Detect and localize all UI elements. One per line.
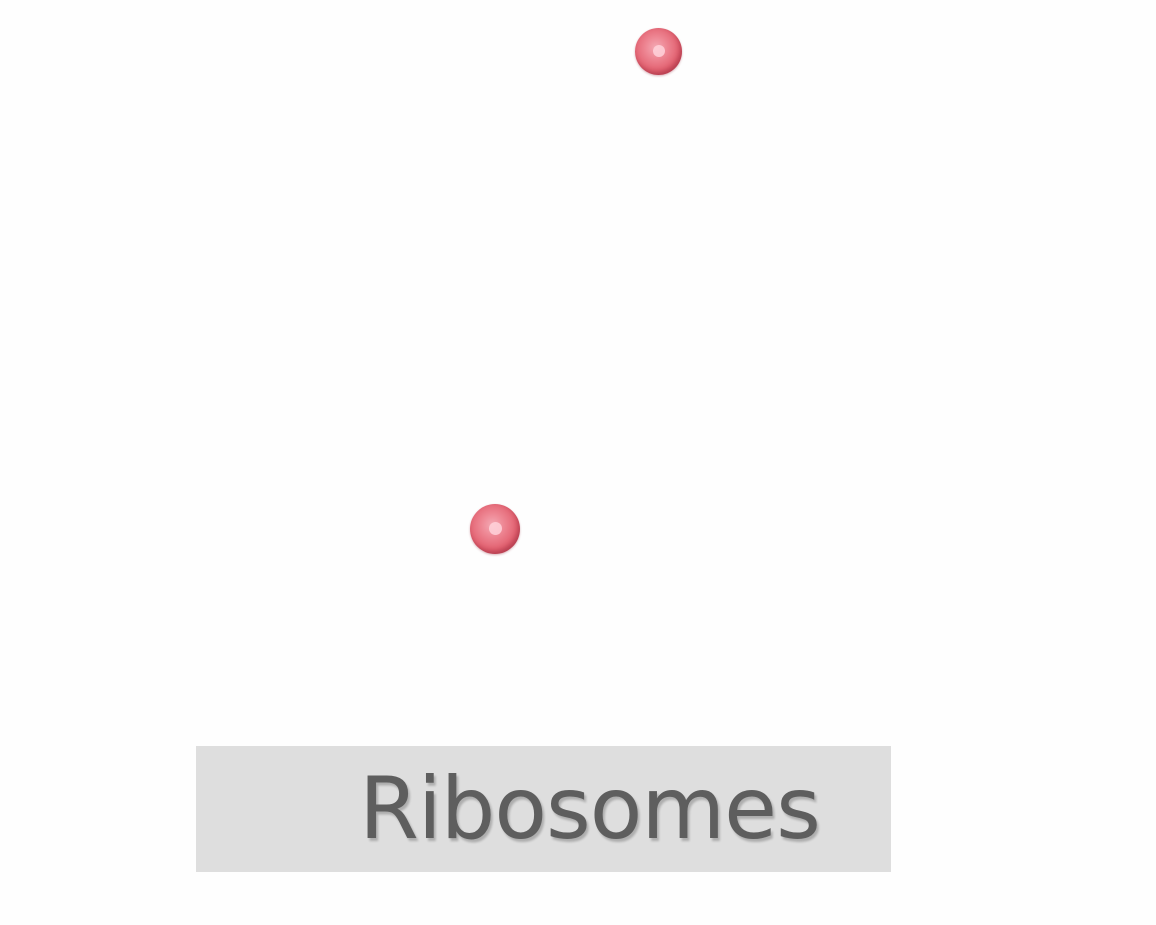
- ribosome-sphere: [635, 28, 682, 75]
- caption-banner: Ribosomes: [196, 746, 891, 872]
- caption-text: Ribosomes: [359, 759, 821, 859]
- ribosome-sphere: [470, 504, 520, 554]
